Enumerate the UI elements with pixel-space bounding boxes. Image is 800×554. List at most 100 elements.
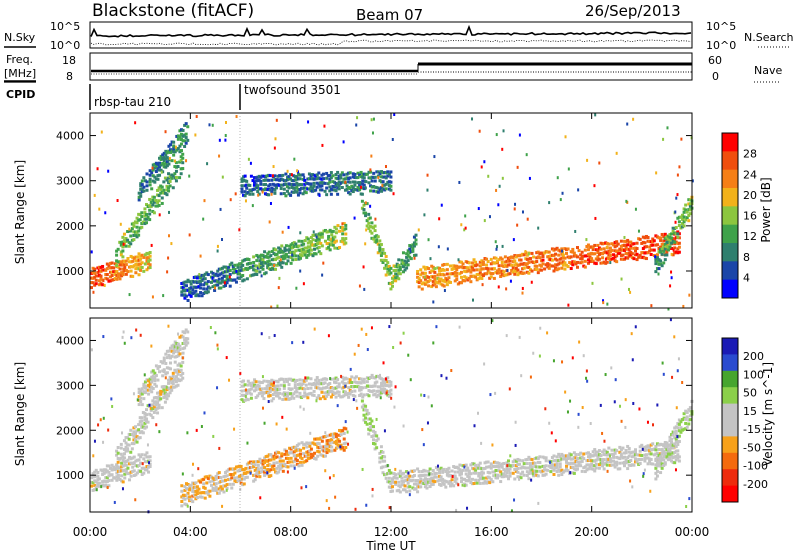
velocity-cell bbox=[96, 474, 100, 478]
velocity-cell bbox=[387, 379, 391, 383]
velocity-cell bbox=[267, 474, 271, 478]
power-cell bbox=[546, 265, 550, 269]
velocity-cell bbox=[387, 471, 391, 475]
power-cell bbox=[311, 238, 315, 242]
power-cell bbox=[256, 175, 260, 179]
velocity-cell bbox=[673, 450, 677, 454]
velocity-cell bbox=[602, 467, 606, 471]
power-cell bbox=[258, 265, 262, 269]
velocity-cell bbox=[128, 462, 132, 466]
power-scatter-cell bbox=[315, 235, 318, 239]
velocity-cell bbox=[178, 362, 182, 366]
velocity-cell bbox=[492, 465, 496, 469]
velocity-cell bbox=[597, 466, 601, 470]
velocity-cell bbox=[132, 474, 136, 478]
power-cell bbox=[441, 279, 445, 283]
power-cell bbox=[285, 176, 289, 180]
velocity-cell bbox=[467, 478, 471, 482]
power-cell bbox=[113, 269, 117, 273]
velocity-cell bbox=[361, 395, 365, 399]
power-cell bbox=[325, 230, 329, 234]
power-cell bbox=[328, 243, 332, 247]
power-cell bbox=[521, 267, 525, 271]
velocity-cell bbox=[470, 477, 474, 481]
velocity-cell bbox=[586, 467, 590, 471]
velocity-cell bbox=[320, 448, 324, 452]
power-cell bbox=[191, 288, 195, 292]
power-cell bbox=[258, 270, 262, 274]
velocity-scatter-cell bbox=[302, 407, 305, 411]
power-cell bbox=[359, 175, 363, 179]
velocity-cell bbox=[580, 459, 584, 463]
velocity-cell bbox=[303, 394, 307, 398]
power-cell bbox=[638, 253, 642, 257]
power-cell bbox=[439, 269, 443, 273]
power-cell bbox=[216, 269, 220, 273]
power-scatter-cell bbox=[438, 217, 441, 221]
power-cell bbox=[146, 204, 150, 208]
power-cell bbox=[527, 266, 531, 270]
power-scatter-cell bbox=[235, 269, 238, 273]
velocity-scatter-cell bbox=[577, 425, 580, 429]
velocity-scatter-cell bbox=[638, 407, 641, 411]
velocity-scatter-cell bbox=[309, 431, 312, 435]
power-cell bbox=[273, 188, 277, 192]
power-cell bbox=[160, 196, 164, 200]
velocity-cell bbox=[671, 443, 675, 447]
power-cell bbox=[298, 249, 302, 253]
power-cell bbox=[202, 277, 206, 281]
power-cell bbox=[257, 174, 261, 178]
velocity-cell bbox=[375, 446, 379, 450]
velocity-cell bbox=[206, 492, 210, 496]
velocity-cell bbox=[281, 377, 285, 381]
power-cell bbox=[492, 261, 496, 265]
velocity-cell bbox=[655, 460, 659, 464]
power-cell bbox=[492, 276, 496, 280]
power-scatter-cell bbox=[290, 173, 293, 177]
power-cell bbox=[213, 279, 217, 283]
power-cell bbox=[162, 156, 166, 160]
velocity-cell bbox=[256, 469, 260, 473]
power-cell bbox=[200, 294, 204, 298]
power-cell bbox=[194, 275, 198, 279]
power-cell bbox=[320, 181, 324, 185]
velocity-cell bbox=[409, 469, 413, 473]
power-cell bbox=[230, 278, 234, 282]
velocity-cell bbox=[123, 476, 127, 480]
power-cell bbox=[281, 173, 285, 177]
power-scatter-cell bbox=[457, 258, 460, 262]
velocity-cell bbox=[253, 463, 257, 467]
power-scatter-cell bbox=[384, 165, 387, 169]
power-cell bbox=[273, 178, 277, 182]
power-cell bbox=[488, 271, 492, 275]
velocity-cell bbox=[384, 379, 388, 383]
velocity-cell bbox=[164, 361, 168, 365]
velocity-cell bbox=[362, 418, 366, 422]
velocity-cell bbox=[618, 461, 622, 465]
velocity-cell bbox=[163, 391, 167, 395]
velocity-cell bbox=[325, 442, 329, 446]
power-cell bbox=[401, 251, 405, 255]
velocity-cell bbox=[677, 455, 681, 459]
velocity-scatter-cell bbox=[304, 376, 307, 380]
power-cell bbox=[135, 230, 139, 234]
velocity-cell bbox=[245, 392, 249, 396]
velocity-cell bbox=[147, 392, 151, 396]
velocity-cell bbox=[228, 467, 232, 471]
velocity-cell bbox=[419, 485, 423, 489]
velocity-cell bbox=[297, 464, 301, 468]
power-cell bbox=[378, 243, 382, 247]
velocity-cell bbox=[331, 435, 335, 439]
velocity-cell bbox=[612, 453, 616, 457]
velocity-cell bbox=[179, 373, 183, 377]
velocity-cell bbox=[491, 480, 495, 484]
velocity-cell bbox=[262, 379, 266, 383]
power-cell bbox=[311, 186, 315, 190]
power-cell bbox=[411, 243, 415, 247]
power-cell bbox=[641, 251, 645, 255]
velocity-cell bbox=[481, 481, 485, 485]
power-cell bbox=[624, 240, 628, 244]
velocity-cell bbox=[425, 486, 429, 490]
power-cell bbox=[676, 232, 680, 236]
power-cell bbox=[389, 287, 393, 291]
